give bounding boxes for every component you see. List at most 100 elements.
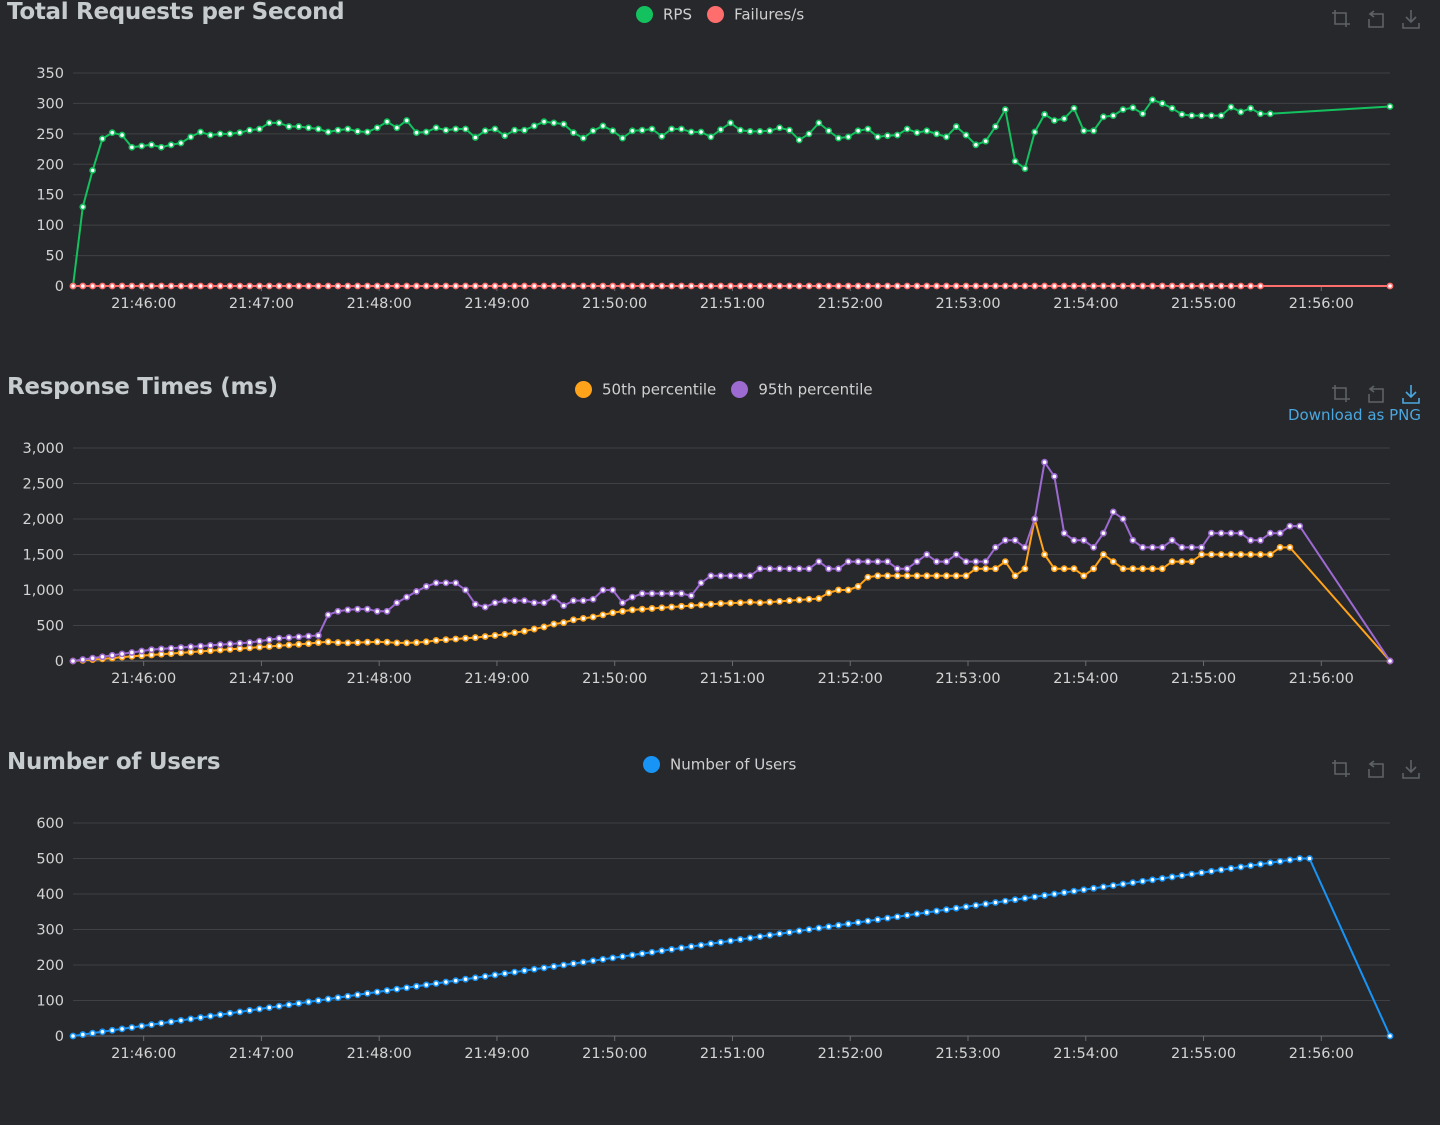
data-point	[717, 938, 725, 946]
y-tick-label: 1,500	[22, 548, 64, 564]
data-point	[1139, 565, 1147, 573]
data-point	[256, 125, 263, 133]
data-point	[599, 586, 607, 594]
legend-item-failures[interactable]: Failures/s	[707, 4, 804, 24]
data-point	[727, 119, 734, 127]
zoom-icon[interactable]	[1330, 383, 1352, 405]
data-point	[501, 282, 509, 290]
data-point	[746, 128, 754, 135]
data-point	[982, 565, 990, 573]
data-point	[1237, 551, 1245, 558]
x-tick-label: 21:46:00	[111, 1046, 176, 1062]
data-point	[884, 132, 891, 140]
data-point	[972, 565, 980, 573]
data-point	[89, 282, 97, 290]
data-point	[521, 126, 528, 134]
data-point	[864, 282, 872, 290]
data-point	[579, 134, 587, 142]
data-point	[1178, 543, 1186, 551]
data-point	[1031, 515, 1039, 523]
data-point	[962, 572, 970, 580]
data-point	[471, 282, 479, 290]
x-tick-label: 21:47:00	[229, 671, 294, 687]
restore-icon[interactable]	[1365, 383, 1387, 405]
legend-item-users[interactable]: Number of Users	[643, 754, 796, 774]
data-point	[825, 589, 833, 597]
data-point	[511, 282, 519, 290]
data-point	[1257, 536, 1264, 544]
x-tick-label: 21:50:00	[582, 1046, 647, 1062]
data-point	[835, 282, 842, 290]
y-tick-label: 500	[36, 852, 64, 868]
data-point	[1139, 110, 1147, 118]
chart-legend: RPS Failures/s	[636, 4, 814, 26]
data-point	[756, 282, 764, 290]
restore-icon[interactable]	[1365, 758, 1387, 780]
data-point	[1011, 282, 1019, 290]
data-point	[471, 974, 479, 982]
x-tick-label: 21:55:00	[1171, 1046, 1236, 1062]
data-point	[1266, 529, 1274, 537]
data-point	[403, 117, 411, 124]
legend-label: Number of Users	[670, 755, 797, 774]
data-point	[756, 933, 764, 940]
data-point	[442, 579, 450, 587]
data-point	[648, 125, 656, 133]
data-point	[1001, 558, 1009, 565]
data-point	[334, 994, 342, 1002]
data-point	[265, 1004, 273, 1011]
data-point	[1129, 879, 1137, 887]
restore-icon[interactable]	[1365, 8, 1387, 30]
data-point	[1021, 165, 1029, 172]
legend-item-rps[interactable]: RPS	[636, 4, 692, 24]
data-point	[69, 1032, 77, 1040]
data-point	[108, 129, 116, 137]
data-point	[1100, 282, 1107, 290]
data-point	[678, 282, 685, 290]
x-tick-label: 21:55:00	[1171, 296, 1236, 312]
data-point	[1001, 282, 1009, 290]
data-point	[982, 900, 990, 908]
data-point	[1158, 543, 1166, 551]
data-point	[825, 565, 833, 573]
data-point	[452, 579, 460, 587]
data-point	[324, 282, 332, 290]
data-point	[972, 141, 980, 149]
data-point	[1119, 565, 1127, 573]
data-point	[1129, 282, 1137, 290]
data-point	[1188, 543, 1196, 551]
data-point	[187, 648, 195, 656]
data-point	[815, 595, 823, 602]
data-point	[844, 133, 852, 141]
data-point	[1050, 565, 1058, 573]
data-point	[1247, 536, 1255, 544]
data-point	[727, 599, 734, 607]
download-icon[interactable]	[1400, 8, 1422, 30]
data-point	[138, 282, 146, 290]
data-point	[913, 129, 921, 137]
data-point	[334, 607, 342, 615]
data-point	[265, 282, 273, 290]
data-point	[648, 282, 656, 290]
x-tick-label: 21:52:00	[818, 671, 883, 687]
download-icon[interactable]	[1400, 758, 1422, 780]
data-point	[216, 646, 224, 654]
data-point	[668, 945, 676, 953]
legend-item-p50[interactable]: 50th percentile	[575, 379, 716, 399]
data-point	[79, 203, 87, 211]
data-point	[334, 126, 342, 134]
zoom-icon[interactable]	[1330, 758, 1352, 780]
data-point	[148, 141, 155, 149]
download-icon[interactable]	[1400, 383, 1422, 405]
data-point	[707, 940, 715, 948]
data-point	[148, 282, 155, 290]
zoom-icon[interactable]	[1330, 8, 1352, 30]
data-point	[99, 1028, 106, 1036]
data-point	[1207, 282, 1215, 290]
data-point	[187, 1015, 195, 1023]
data-point	[481, 603, 489, 611]
legend-item-p95[interactable]: 95th percentile	[731, 379, 873, 399]
data-point	[550, 282, 558, 290]
data-point	[452, 282, 460, 290]
data-point	[972, 282, 980, 290]
